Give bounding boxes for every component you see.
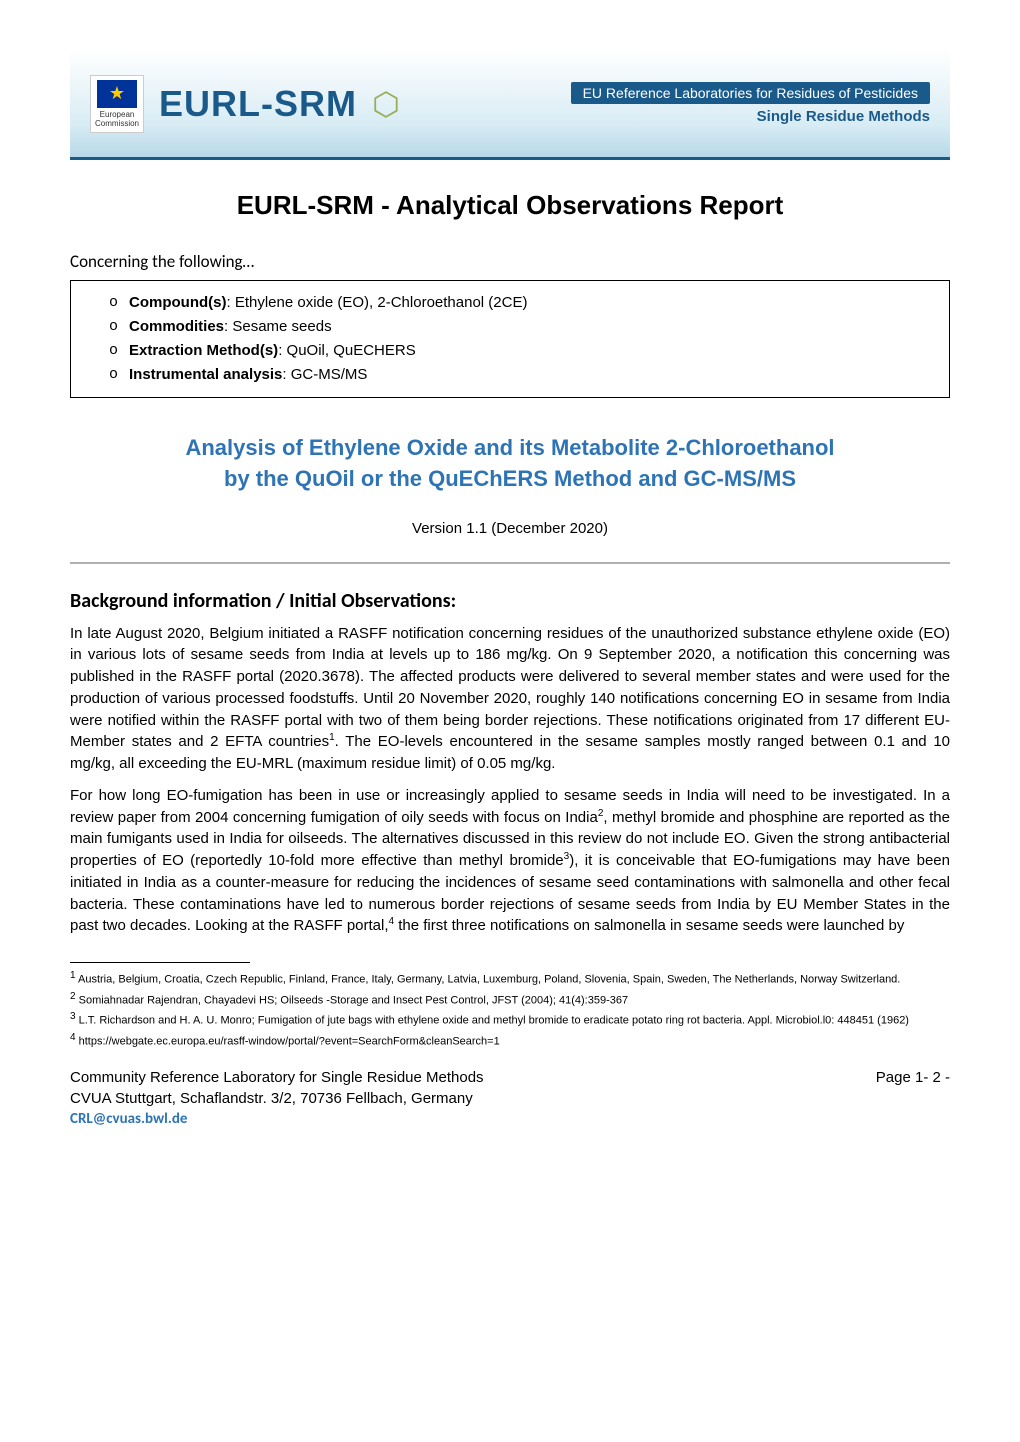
header-lab-title: EU Reference Laboratories for Residues o… xyxy=(571,82,930,104)
info-extraction: Extraction Method(s): QuOil, QuECHERS xyxy=(89,339,931,363)
info-instrumental: Instrumental analysis: GC-MS/MS xyxy=(89,363,931,387)
footnote-separator xyxy=(70,962,250,963)
footnote-2: 2 Somiahnadar Rajendran, Chayadevi HS; O… xyxy=(70,990,950,1009)
footnote-4: 4 https://webgate.ec.europa.eu/rasff-win… xyxy=(70,1031,950,1050)
compounds-value: : Ethylene oxide (EO), 2-Chloroethanol (… xyxy=(226,294,527,311)
paragraph-1: In late August 2020, Belgium initiated a… xyxy=(70,623,950,775)
extraction-value: : QuOil, QuECHERS xyxy=(278,342,416,359)
fn-text-1: Austria, Belgium, Croatia, Czech Republi… xyxy=(76,974,901,986)
fn-text-3: L.T. Richardson and H. A. U. Monro; Fumi… xyxy=(76,1015,909,1027)
eurl-logo-text: EURL-SRM xyxy=(159,83,357,125)
ec-logo: ★ European Commission xyxy=(90,75,144,133)
ec-label-line1: European xyxy=(100,110,135,119)
paragraph-2: For how long EO-fumigation has been in u… xyxy=(70,785,950,937)
p2-text-d: the first three notifications on salmone… xyxy=(394,917,904,934)
header-left: ★ European Commission EURL-SRM ⬡ xyxy=(90,75,400,133)
fn-text-2: Somiahnadar Rajendran, Chayadevi HS; Oil… xyxy=(76,994,629,1006)
footer-email: CRL@cvuas.bwl.de xyxy=(70,1109,950,1130)
commodities-value: : Sesame seeds xyxy=(224,318,332,335)
info-box: Compound(s): Ethylene oxide (EO), 2-Chlo… xyxy=(70,280,950,398)
commodities-label: Commodities xyxy=(129,318,224,335)
header-banner: ★ European Commission EURL-SRM ⬡ EU Refe… xyxy=(70,50,950,160)
info-compounds: Compound(s): Ethylene oxide (EO), 2-Chlo… xyxy=(89,291,931,315)
footnote-1: 1 Austria, Belgium, Croatia, Czech Repub… xyxy=(70,969,950,988)
footer-page: Page 1- 2 - xyxy=(876,1067,950,1088)
analysis-title-line1: Analysis of Ethylene Oxide and its Metab… xyxy=(185,435,834,460)
fn-text-4: https://webgate.ec.europa.eu/rasff-windo… xyxy=(76,1035,500,1047)
document-title: EURL-SRM - Analytical Observations Repor… xyxy=(70,190,950,221)
p1-text-a: In late August 2020, Belgium initiated a… xyxy=(70,625,950,751)
info-commodities: Commodities: Sesame seeds xyxy=(89,315,931,339)
footer-line2: CVUA Stuttgart, Schaflandstr. 3/2, 70736… xyxy=(70,1088,950,1109)
molecule-icon: ⬡ xyxy=(372,85,400,123)
footer-line1-wrap: Community Reference Laboratory for Singl… xyxy=(70,1067,950,1088)
extraction-label: Extraction Method(s) xyxy=(129,342,278,359)
footnote-3: 3 L.T. Richardson and H. A. U. Monro; Fu… xyxy=(70,1010,950,1029)
instrumental-label: Instrumental analysis xyxy=(129,366,282,383)
ec-label-line2: Commission xyxy=(95,119,139,128)
version-text: Version 1.1 (December 2020) xyxy=(70,520,950,537)
section-heading: Background information / Initial Observa… xyxy=(70,589,950,613)
footer-line1: Community Reference Laboratory for Singl… xyxy=(70,1069,484,1086)
eu-flag-icon: ★ xyxy=(97,80,137,108)
instrumental-value: : GC-MS/MS xyxy=(282,366,367,383)
header-right: EU Reference Laboratories for Residues o… xyxy=(571,82,930,125)
analysis-title-line2: by the QuOil or the QuEChERS Method and … xyxy=(224,466,796,491)
footer: Community Reference Laboratory for Singl… xyxy=(70,1067,950,1130)
analysis-title: Analysis of Ethylene Oxide and its Metab… xyxy=(70,433,950,495)
compounds-label: Compound(s) xyxy=(129,294,226,311)
section-divider xyxy=(70,562,950,564)
concerning-label: Concerning the following… xyxy=(70,251,950,272)
header-subtitle: Single Residue Methods xyxy=(571,108,930,125)
